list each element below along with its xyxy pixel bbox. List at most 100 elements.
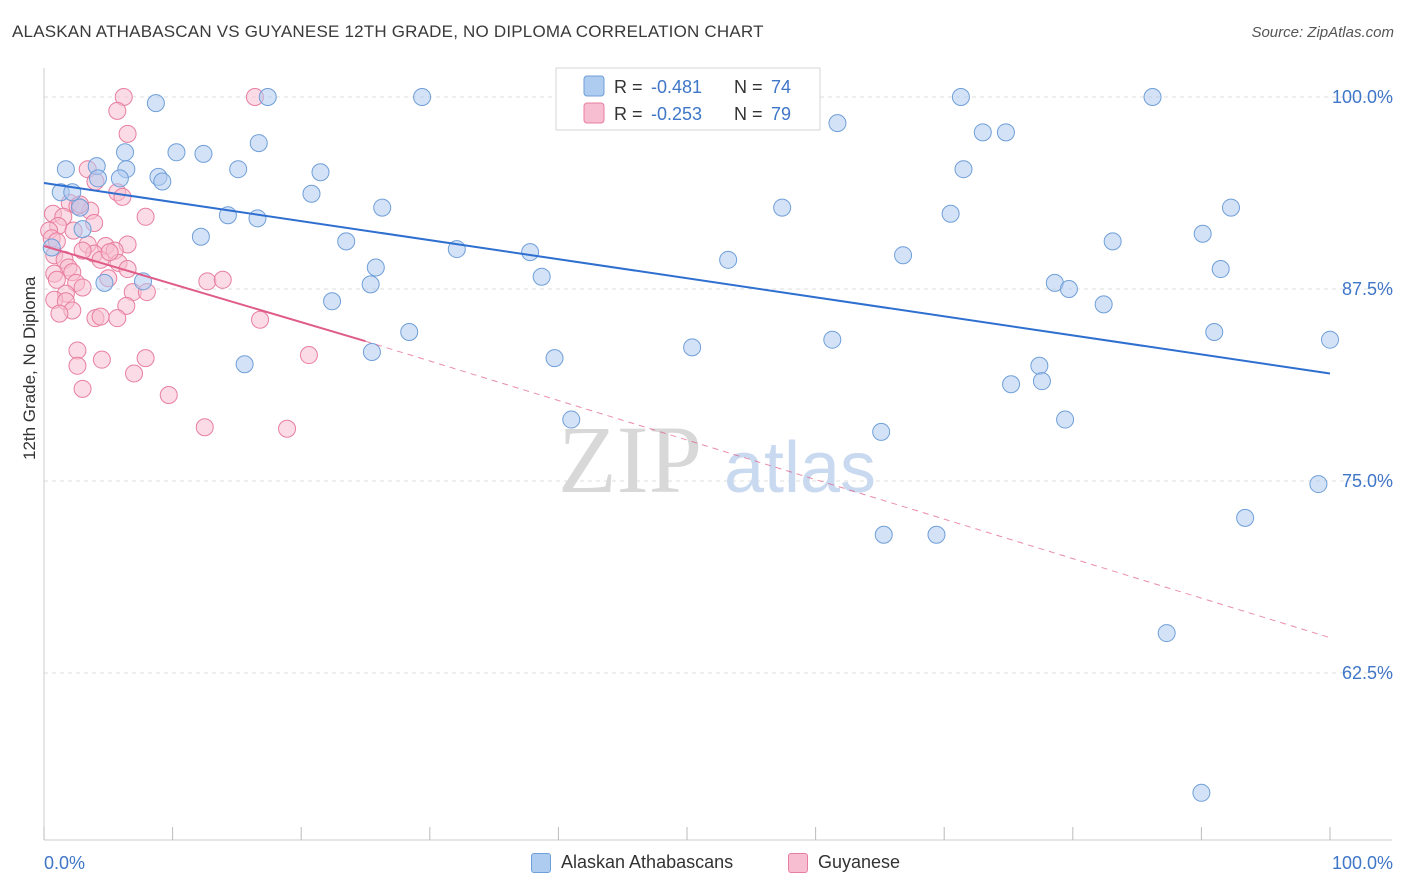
alaskan-point-58	[545, 349, 564, 368]
legend-n-value-2: 79	[771, 104, 791, 124]
alaskan-point-7	[996, 123, 1015, 142]
guyanese-point-49	[68, 341, 87, 360]
alaskan-point-32	[73, 220, 92, 239]
legend-swatch-blue	[583, 75, 605, 97]
alaskan-point-9	[116, 143, 135, 162]
alaskan-trend-line	[43, 182, 1331, 375]
alaskan-point-67	[1236, 508, 1255, 527]
alaskan-point-21	[954, 160, 973, 179]
guyanese-point-62	[100, 243, 119, 262]
legend-label-alaskan: Alaskan Athabascans	[561, 852, 734, 872]
alaskan-point-14	[229, 160, 248, 179]
chart-source: Source: ZipAtlas.com	[1251, 24, 1394, 41]
guyanese-point-40	[213, 270, 232, 289]
legend-bottom: Alaskan Athabascans Guyanese	[0, 852, 1406, 878]
guyanese-point-32	[47, 270, 66, 289]
alaskan-point-49	[1059, 280, 1078, 298]
guyanese-point-57	[195, 418, 214, 437]
alaskan-point-70	[1157, 624, 1176, 643]
legend-item-alaskan: Alaskan Athabascans	[531, 852, 733, 873]
guyanese-point-54	[125, 364, 144, 383]
guyanese-point-55	[73, 379, 92, 398]
alaskan-point-2	[951, 88, 970, 106]
alaskan-point-57	[362, 342, 381, 361]
alaskan-point-35	[1193, 224, 1212, 243]
tick-labels: 62.5% 75.0% 87.5% 100.0% 0.0% 100.0%	[44, 87, 1393, 873]
alaskan-point-5	[828, 114, 847, 133]
alaskan-point-52	[400, 323, 419, 342]
guyanese-point-48	[251, 310, 270, 329]
alaskan-point-17	[110, 169, 129, 188]
trend-lines	[43, 182, 1331, 639]
zipatlas-watermark: ZIP atlas	[558, 406, 876, 513]
alaskan-point-8	[249, 134, 268, 153]
axes	[43, 68, 1392, 841]
alaskan-point-69	[927, 525, 946, 544]
guyanese-point-3	[118, 124, 137, 143]
alaskan-point-68	[874, 525, 893, 544]
watermark-atlas: atlas	[724, 428, 876, 508]
alaskan-athabascan-points	[42, 88, 1339, 802]
guyanese-point-13	[136, 207, 155, 226]
guyanese-point-43	[117, 296, 136, 315]
alaskan-point-61	[1002, 375, 1021, 394]
guyanese-point-50	[136, 349, 155, 368]
guyanese-point-59	[91, 307, 110, 326]
alaskan-point-50	[323, 292, 342, 311]
guyanese-point-45	[50, 304, 69, 323]
alaskan-point-19	[153, 172, 172, 191]
guyanese-point-39	[198, 272, 217, 291]
y-tick-label-0: 62.5%	[1342, 663, 1393, 683]
guyanese-point-58	[278, 419, 297, 438]
guyanese-point-2	[108, 101, 127, 120]
legend-r-value-2: -0.253	[651, 104, 702, 124]
guyanese-point-56	[159, 385, 178, 404]
alaskan-point-42	[366, 258, 385, 277]
alaskan-point-65	[872, 422, 891, 441]
guyanese-point-51	[299, 346, 318, 365]
alaskan-point-62	[1032, 372, 1051, 391]
legend-swatch-alaskan	[531, 852, 551, 873]
guyanese-trend-extension	[365, 340, 1331, 639]
alaskan-point-27	[773, 198, 792, 217]
alaskan-point-64	[1056, 410, 1075, 429]
legend-item-guyanese: Guyanese	[788, 852, 900, 873]
alaskan-point-63	[562, 410, 581, 429]
legend-n-label-1: N =	[734, 77, 763, 97]
alaskan-point-54	[1321, 330, 1339, 349]
alaskan-point-43	[1211, 260, 1230, 279]
alaskan-point-20	[311, 163, 330, 182]
alaskan-point-55	[823, 330, 842, 349]
legend-r-label-2: R =	[614, 104, 643, 124]
y-tick-label-2: 87.5%	[1342, 279, 1393, 299]
alaskan-point-0	[258, 88, 277, 106]
alaskan-point-3	[1143, 88, 1162, 106]
alaskan-point-33	[191, 227, 210, 246]
alaskan-point-24	[302, 184, 321, 203]
alaskan-point-16	[89, 169, 108, 188]
alaskan-point-59	[235, 355, 254, 374]
legend-n-label-2: N =	[734, 104, 763, 124]
alaskan-point-11	[194, 144, 213, 163]
y-tick-label-1: 75.0%	[1342, 471, 1393, 491]
guyanese-point-47	[108, 309, 127, 328]
alaskan-point-6	[973, 123, 992, 142]
alaskan-point-47	[361, 275, 380, 294]
alaskan-point-30	[248, 209, 267, 228]
alaskan-point-38	[521, 243, 540, 262]
chart-title: ALASKAN ATHABASCAN VS GUYANESE 12TH GRAD…	[12, 22, 764, 41]
alaskan-point-53	[1205, 323, 1224, 342]
legend-swatch-guyanese	[788, 852, 808, 873]
alaskan-point-56	[683, 338, 702, 357]
y-tick-label-3: 100.0%	[1332, 87, 1393, 107]
legend-r-value-1: -0.481	[651, 77, 702, 97]
legend-swatch-pink	[583, 102, 605, 124]
alaskan-point-71	[1192, 783, 1211, 802]
alaskan-point-41	[894, 246, 913, 265]
alaskan-point-36	[1103, 232, 1122, 251]
watermark-zip: ZIP	[558, 406, 702, 513]
alaskan-point-60	[1030, 356, 1049, 375]
alaskan-point-4	[146, 94, 165, 113]
alaskan-point-25	[71, 198, 90, 217]
